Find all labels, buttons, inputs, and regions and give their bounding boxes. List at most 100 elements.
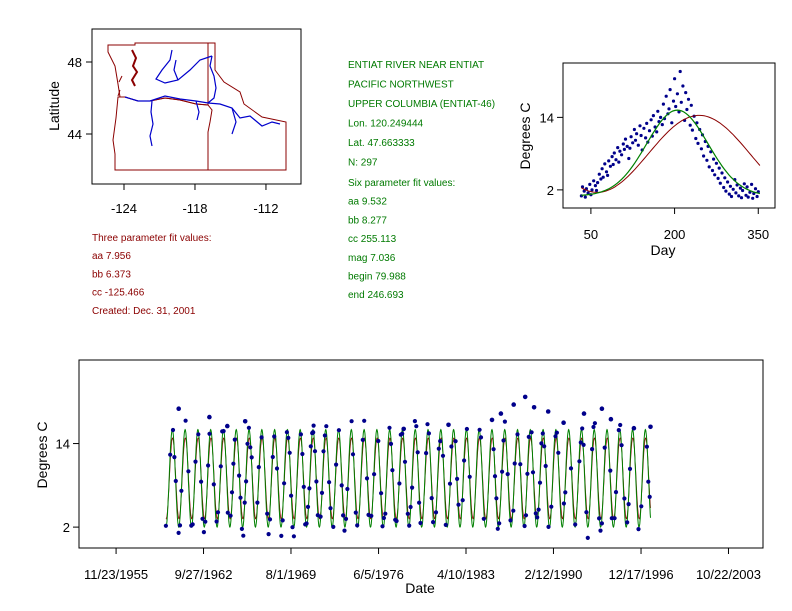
timeseries-point (549, 504, 554, 509)
timeseries-point (581, 411, 587, 416)
timeseries-point (270, 454, 275, 460)
timeseries-point (502, 419, 507, 424)
timeseries-point (414, 424, 419, 429)
seasonal-x-tick-label: 200 (664, 227, 686, 242)
seasonal-point (620, 153, 624, 157)
seasonal-point (742, 182, 746, 186)
timeseries-point (221, 429, 226, 434)
seasonal-point (582, 189, 586, 193)
seasonal-point (726, 180, 730, 184)
six-param-line: Six parameter fit values: (348, 178, 455, 189)
seasonal-point (592, 179, 596, 183)
timeseries-point (239, 526, 244, 532)
timeseries-point (301, 484, 306, 489)
timeseries-point (307, 486, 312, 491)
seasonal-point (677, 110, 681, 114)
timeseries-point (578, 440, 583, 445)
station-info-line: Lon. 120.249444 (348, 119, 424, 130)
seasonal-point (618, 149, 622, 153)
seasonal-point (681, 84, 685, 88)
seasonal-point (702, 154, 706, 158)
map-frame (91, 28, 302, 185)
map-y-axis-title: Latitude (46, 81, 62, 131)
timeseries-point (511, 402, 516, 407)
seasonal-point (659, 115, 663, 119)
timeseries-point (376, 438, 381, 444)
timeseries-point (438, 439, 443, 444)
timeseries-point (207, 414, 212, 420)
three-param-line: aa 7.956 (92, 251, 131, 262)
seasonal-point (696, 141, 700, 145)
seasonal-point (604, 170, 609, 174)
timeseries-point (305, 504, 311, 509)
tributary-3 (173, 59, 179, 81)
timeseries-point (287, 450, 292, 455)
timeseries-point (179, 488, 184, 493)
timeseries-point (228, 513, 233, 518)
timeseries-point (591, 424, 596, 430)
timeseries-point (577, 459, 582, 464)
timeseries-point (597, 516, 602, 521)
seasonal-point (739, 196, 744, 200)
timeseries-point (636, 527, 641, 532)
seasonal-point (594, 188, 599, 193)
map-x-tick-label: -112 (253, 201, 278, 216)
seasonal-point (753, 187, 758, 191)
timeseries-point (249, 455, 254, 460)
timeseries-point (647, 494, 652, 499)
timeseries-point (531, 405, 537, 410)
timeseries-point (274, 466, 280, 471)
seasonal-point (606, 173, 610, 177)
seasonal-point (631, 141, 635, 145)
timeseries-point (402, 459, 408, 464)
timeseries-point (343, 516, 349, 522)
timeseries-point (400, 431, 405, 436)
seasonal-point (645, 121, 649, 125)
seasonal-point (671, 99, 676, 103)
seasonal-x-tick-label: 50 (584, 227, 598, 242)
timeseries-point (639, 504, 644, 509)
timeseries-point (225, 423, 230, 429)
timeseries-point (211, 482, 216, 487)
timeseries-point (518, 462, 523, 467)
timeseries-point (328, 506, 333, 511)
timeseries-point (200, 516, 205, 521)
timeseries-point (172, 455, 177, 460)
seasonal-point (729, 194, 734, 199)
timeseries-point (245, 441, 250, 446)
three-param-line: Created: Dec. 31, 2001 (92, 306, 196, 317)
timeseries-point (515, 432, 520, 437)
seasonal-point (644, 136, 648, 140)
timeseries-y-ticks: 2 14 (56, 437, 79, 535)
timeseries-point (387, 425, 392, 430)
six-param-line: begin 79.988 (348, 272, 406, 283)
seasonal-x-axis-title: Day (651, 242, 676, 258)
six-param-line: cc 255.113 (348, 234, 397, 245)
timeseries-point (215, 510, 221, 515)
timeseries-point (460, 498, 465, 503)
timeseries-point (280, 518, 285, 523)
timeseries-point (232, 437, 237, 442)
seasonal-point (639, 133, 643, 138)
timeseries-point (625, 520, 630, 525)
seasonal-point (607, 159, 611, 163)
timeseries-point (291, 534, 296, 539)
timeseries-point (533, 511, 538, 516)
timeseries-point (407, 523, 412, 528)
seasonal-point (642, 126, 646, 130)
seasonal-x-ticks: 50 200 350 (584, 208, 769, 242)
timeseries-point (613, 490, 619, 495)
seasonal-point (623, 137, 628, 141)
columbia-river (124, 55, 217, 104)
seasonal-point (661, 102, 666, 106)
timeseries-point (345, 486, 350, 492)
timeseries-point (581, 442, 586, 447)
timeseries-point (255, 500, 260, 505)
timeseries-point (394, 518, 399, 524)
timeseries-point (489, 417, 495, 423)
timeseries-point (648, 424, 653, 430)
timeseries-point (537, 480, 543, 485)
timeseries-point (341, 513, 346, 518)
timeseries-point (619, 443, 624, 448)
seasonal-chart: 50 200 350 2 14 Day Degrees C (517, 62, 776, 258)
